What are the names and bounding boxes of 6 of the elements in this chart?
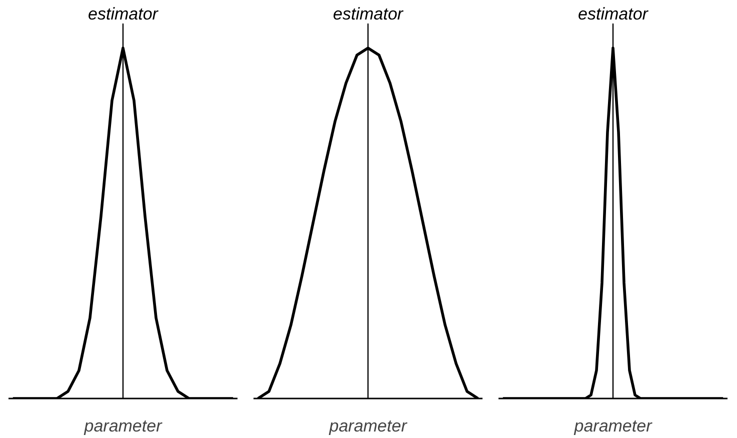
text: estimator	[333, 4, 404, 24]
text: estimator	[578, 4, 650, 24]
x-axis-title: parameter	[573, 416, 654, 436]
x-axis-title: parameter	[328, 416, 408, 436]
x-axis-title: parameter	[83, 416, 164, 436]
text: estimator	[88, 4, 160, 24]
